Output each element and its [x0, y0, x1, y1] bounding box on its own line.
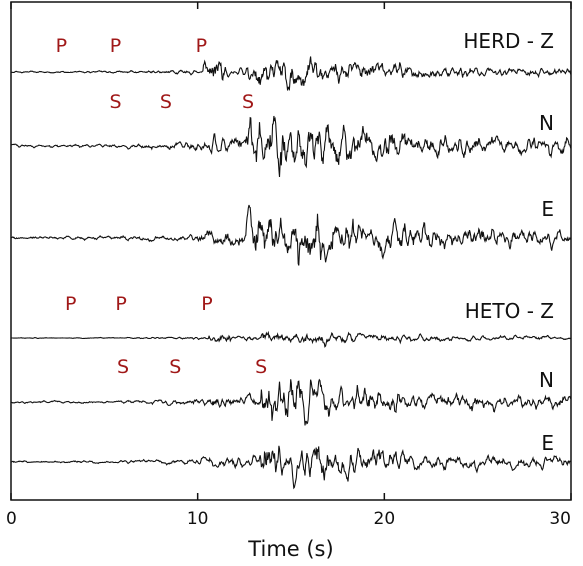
- trace-label-group: HERD - Z N E HETO - Z N E: [463, 29, 554, 455]
- x-tick-label: 10: [187, 509, 209, 529]
- trace-group: [10, 56, 572, 490]
- x-axis-label: Time (s): [247, 537, 333, 561]
- s-pick-label: S: [117, 356, 129, 378]
- plot-frame: [10, 1, 572, 501]
- trace-label-heto-z: HETO - Z: [465, 299, 554, 323]
- p-pick-label: P: [65, 293, 76, 315]
- seismic-trace-herd-e: [10, 204, 572, 266]
- x-axis: 0 10 20 30: [6, 2, 572, 529]
- x-tick-label: 20: [374, 509, 396, 529]
- p-pick-label: P: [115, 293, 126, 315]
- x-tick-label: 0: [6, 509, 17, 529]
- trace-label-heto-n: N: [539, 368, 554, 392]
- seismic-trace-heto-e: [10, 445, 572, 490]
- p-pick-label: P: [201, 293, 212, 315]
- seismic-trace-herd-n: [10, 115, 572, 178]
- seismic-trace-herd-z: [10, 56, 572, 92]
- pick-group: P P P S S S P P P S S S: [56, 35, 267, 378]
- s-pick-label: S: [110, 91, 122, 113]
- x-tick-label: 30: [549, 509, 571, 529]
- p-pick-label: P: [110, 35, 121, 57]
- s-pick-label: S: [160, 91, 172, 113]
- p-pick-label: P: [56, 35, 67, 57]
- p-pick-label: P: [196, 35, 207, 57]
- trace-label-herd-e: E: [541, 197, 554, 221]
- seismic-trace-heto-n: [10, 378, 572, 426]
- s-pick-label: S: [255, 356, 267, 378]
- s-pick-label: S: [242, 91, 254, 113]
- seismic-trace-heto-z: [10, 330, 572, 348]
- trace-label-heto-e: E: [541, 431, 554, 455]
- trace-label-herd-z: HERD - Z: [463, 29, 554, 53]
- trace-label-herd-n: N: [539, 111, 554, 135]
- s-pick-label: S: [169, 356, 181, 378]
